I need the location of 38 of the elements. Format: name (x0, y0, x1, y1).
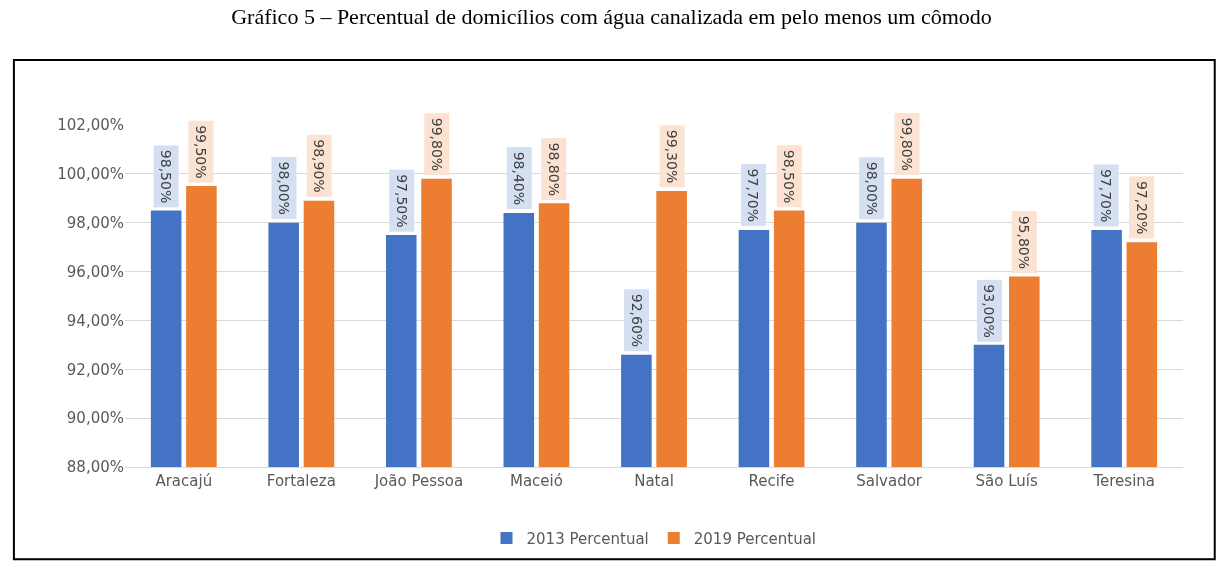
data-label: 97,70% (1098, 168, 1115, 223)
data-label: 97,70% (745, 168, 762, 223)
data-label: 98,50% (781, 149, 798, 204)
legend-label: 2019 Percentual (693, 529, 816, 548)
data-label: 98,00% (275, 161, 292, 215)
y-tick-label: 94,00% (66, 311, 124, 330)
y-tick-label: 102,00% (57, 116, 124, 135)
chart-title: Gráfico 5 – Percentual de domicílios com água canalizada em pelo menos um cômodo (231, 3, 992, 29)
x-tick-label: Teresina (1092, 472, 1156, 490)
x-tick-label: Salvador (856, 472, 923, 490)
y-tick-label: 92,00% (66, 360, 124, 379)
data-label: 99,80% (428, 117, 445, 172)
y-tick-label: 96,00% (66, 262, 124, 281)
data-label: 97,20% (1133, 180, 1150, 235)
x-tick-label: São Luís (975, 472, 1038, 490)
x-tick-label: Aracajú (155, 472, 213, 490)
x-tick-label: Maceió (509, 472, 563, 490)
y-tick-label: 98,00% (66, 213, 124, 232)
data-label: 98,80% (545, 142, 562, 196)
data-label: 92,60% (628, 293, 645, 348)
data-label: 98,00% (863, 161, 880, 216)
data-label: 98,90% (311, 139, 328, 193)
x-tick-label: João Pessoa (373, 472, 464, 490)
x-tick-label: Recife (748, 472, 795, 490)
data-label: 93,00% (981, 284, 998, 338)
data-label: 99,50% (192, 125, 209, 179)
y-tick-label: 88,00% (66, 458, 124, 477)
data-label: 95,80% (1016, 215, 1033, 270)
y-tick-label: 90,00% (66, 409, 124, 428)
data-label: 98,50% (158, 149, 175, 204)
data-label: 99,80% (898, 117, 915, 171)
x-tick-label: Fortaleza (266, 472, 336, 490)
data-label: 97,50% (393, 174, 410, 228)
data-label: 99,30% (664, 129, 681, 184)
legend-label: 2013 Percentual (526, 529, 649, 548)
y-tick-label: 100,00% (57, 165, 124, 184)
x-tick-label: Natal (634, 472, 674, 490)
data-label: 98,40% (511, 151, 528, 206)
